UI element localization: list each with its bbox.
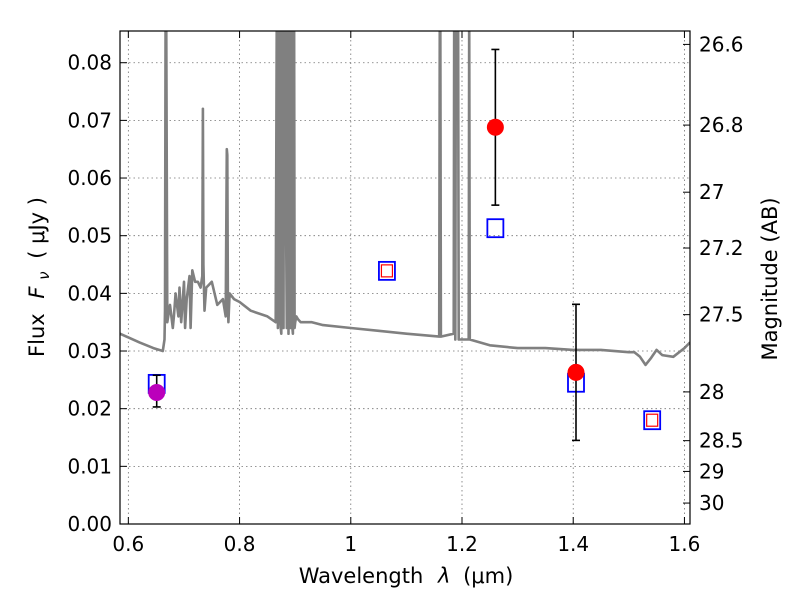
y2-tick-label: 28.5 bbox=[699, 429, 744, 453]
y2-tick-label: 26.6 bbox=[699, 32, 744, 56]
y2-tick-label: 27.2 bbox=[699, 236, 744, 260]
plot-frame bbox=[119, 30, 691, 525]
y-tick-label: 0.06 bbox=[67, 166, 112, 190]
y2-tick-label: 27.5 bbox=[699, 303, 744, 327]
upper-limit-square bbox=[380, 264, 394, 278]
model-photometry-square bbox=[643, 410, 662, 431]
y-tick-label: 0.05 bbox=[67, 224, 112, 248]
x-tick-label: 1.6 bbox=[669, 532, 701, 556]
y-tick-label: 0.07 bbox=[67, 108, 112, 132]
x-axis-label-symbol: λ bbox=[437, 564, 450, 588]
x-tick-label: 0.8 bbox=[224, 532, 256, 556]
grid-layer bbox=[120, 31, 690, 525]
model-spectrum-line bbox=[120, 31, 690, 367]
plot-layer bbox=[120, 31, 690, 442]
y2-tick-label: 29 bbox=[699, 459, 724, 483]
y-tick-label: 0.01 bbox=[67, 454, 112, 478]
y-axis-label-unit: ( μJy ) bbox=[25, 197, 49, 259]
y-axis-label-symbol: F bbox=[25, 286, 49, 299]
y2-tick-label: 27 bbox=[699, 180, 724, 204]
model-photometry-square bbox=[378, 260, 396, 281]
x-axis-label-text: Wavelength bbox=[299, 564, 424, 588]
y-axis-label: Flux F ν ( μJy ) bbox=[25, 197, 54, 357]
y-axis-label-subscript: ν bbox=[35, 271, 53, 279]
x-axis-label: Wavelength λ (μm) bbox=[299, 564, 514, 588]
y-tick-label: 0.02 bbox=[67, 397, 112, 421]
x-tick-label: 0.6 bbox=[112, 532, 144, 556]
x-tick-label: 1.4 bbox=[557, 532, 589, 556]
y-tick-label: 0.00 bbox=[67, 512, 112, 536]
y2-tick-label: 30 bbox=[699, 491, 724, 515]
x-tick-label: 1.2 bbox=[446, 532, 478, 556]
observed-point bbox=[486, 118, 504, 136]
y-tick-label: 0.04 bbox=[67, 281, 112, 305]
x-tick-label: 1 bbox=[344, 532, 357, 556]
observed-point bbox=[567, 363, 585, 381]
axes-layer: 0.6 0.8 1 1.2 1.4 1.6 0.00 0.01 0.02 0.03 0.04 0.05… bbox=[67, 30, 744, 556]
y2-tick-label: 28 bbox=[699, 380, 724, 404]
observed-point bbox=[148, 384, 166, 402]
upper-limit-square bbox=[646, 413, 659, 427]
x-axis-label-unit: (μm) bbox=[463, 564, 513, 588]
model-photometry-square bbox=[486, 218, 505, 239]
y-axis-label-text: Flux bbox=[25, 313, 49, 357]
labels-layer: Wavelength λ (μm) Flux F ν ( μJy ) Magni… bbox=[25, 197, 782, 588]
y-tick-label: 0.03 bbox=[67, 339, 112, 363]
y2-tick-label: 26.8 bbox=[699, 113, 744, 137]
y2-axis-label: Magnitude (AB) bbox=[758, 197, 782, 360]
y-tick-label: 0.08 bbox=[67, 51, 112, 75]
